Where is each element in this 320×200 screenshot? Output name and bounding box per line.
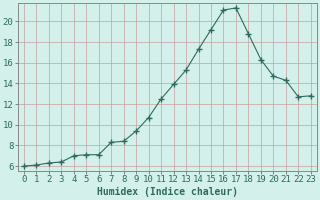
X-axis label: Humidex (Indice chaleur): Humidex (Indice chaleur): [97, 187, 238, 197]
